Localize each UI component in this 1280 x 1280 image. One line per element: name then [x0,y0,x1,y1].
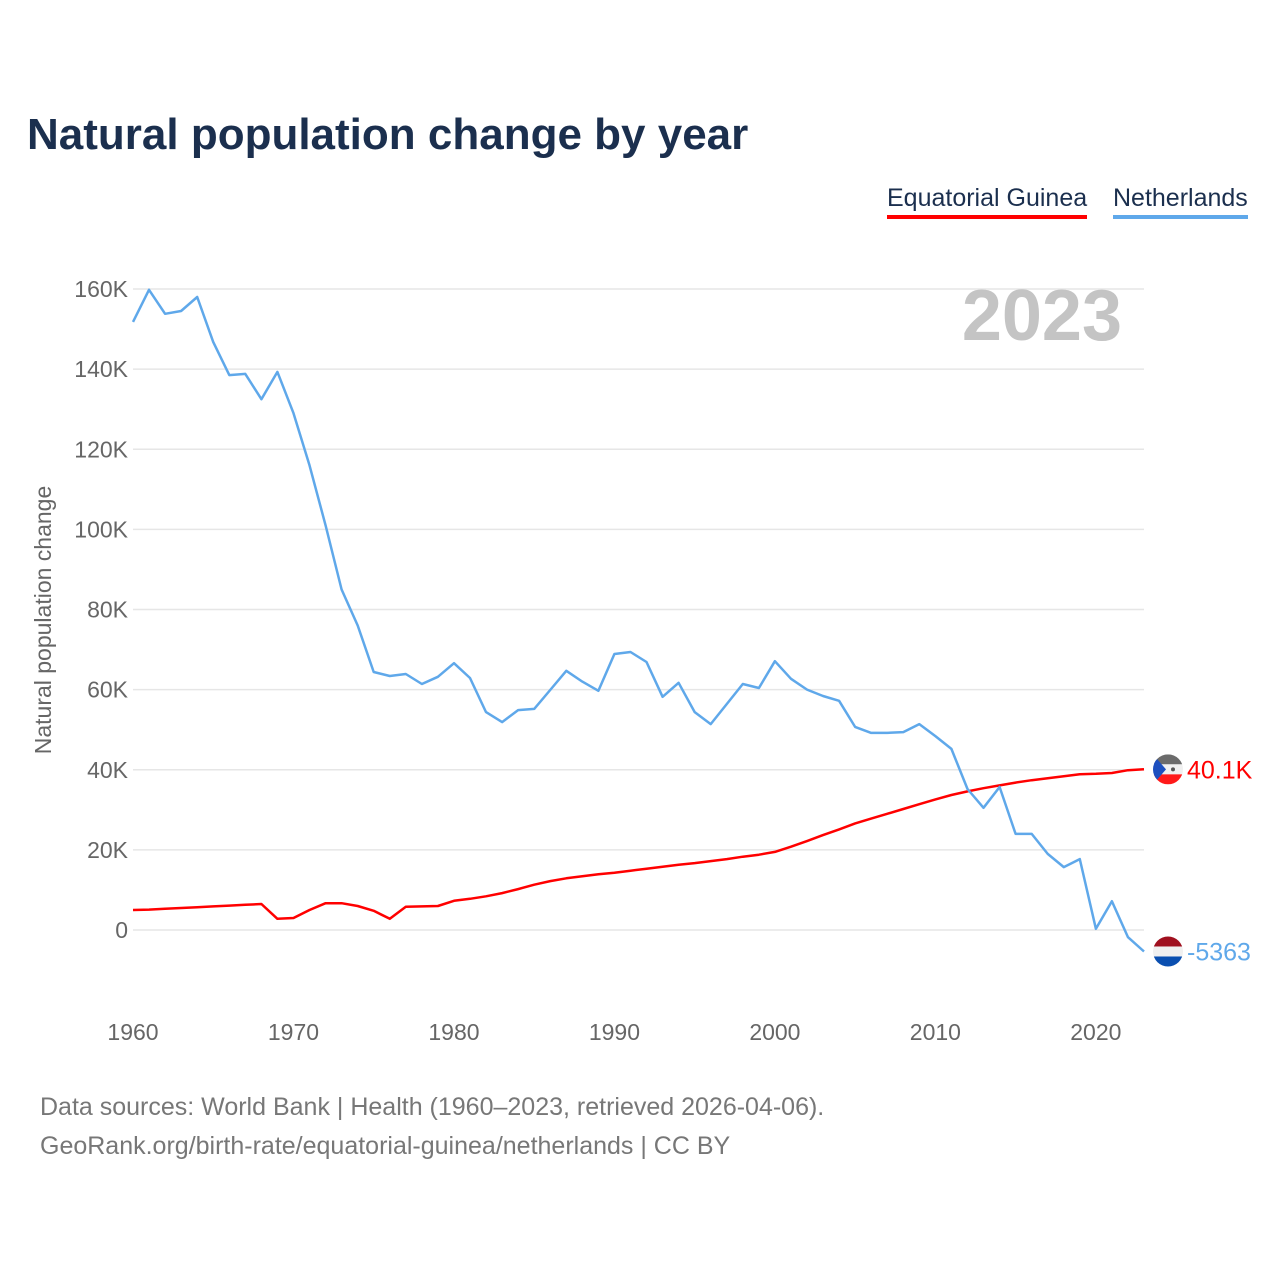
chart-title: Natural population change by year [27,110,749,159]
series-line-netherlands[interactable] [131,288,1145,953]
source-line-1: Data sources: World Bank | Health (1960–… [40,1093,825,1121]
series-line-equatorial-guinea[interactable] [132,768,1145,921]
x-tick-label: 2020 [1070,1019,1121,1045]
y-axis-label: Natural population change [30,486,56,755]
y-tick-label: 140K [74,356,128,382]
y-tick-label: 160K [74,276,128,302]
y-tick-label: 80K [87,597,129,623]
x-tick-label: 2000 [749,1019,800,1045]
grid-lines [133,288,1144,931]
y-tick-label: 0 [115,917,128,943]
year-watermark: 2023 [962,276,1122,356]
y-tick-label: 20K [87,837,129,863]
y-tick-label: 100K [74,516,128,542]
source-note: Data sources: World Bank | Health (1960–… [40,1088,824,1166]
x-tick-label: 1970 [268,1019,319,1045]
flag-equatorial-guinea-icon [1153,754,1183,785]
end-value-label: -5363 [1187,938,1251,966]
legend-item-netherlands[interactable]: Netherlands [1113,184,1248,219]
x-tick-label: 1990 [589,1019,640,1045]
source-line-2[interactable]: GeoRank.org/birth-rate/equatorial-guinea… [40,1132,731,1160]
end-value-label: 40.1K [1187,756,1253,784]
y-tick-label: 60K [87,677,129,703]
legend-item-equatorial-guinea[interactable]: Equatorial Guinea [887,184,1088,219]
flag-netherlands-icon [1153,936,1183,967]
x-tick-label: 2010 [910,1019,961,1045]
x-tick-label: 1960 [107,1019,158,1045]
x-tick-label: 1980 [428,1019,479,1045]
y-tick-label: 120K [74,436,128,462]
y-tick-label: 40K [87,757,129,783]
